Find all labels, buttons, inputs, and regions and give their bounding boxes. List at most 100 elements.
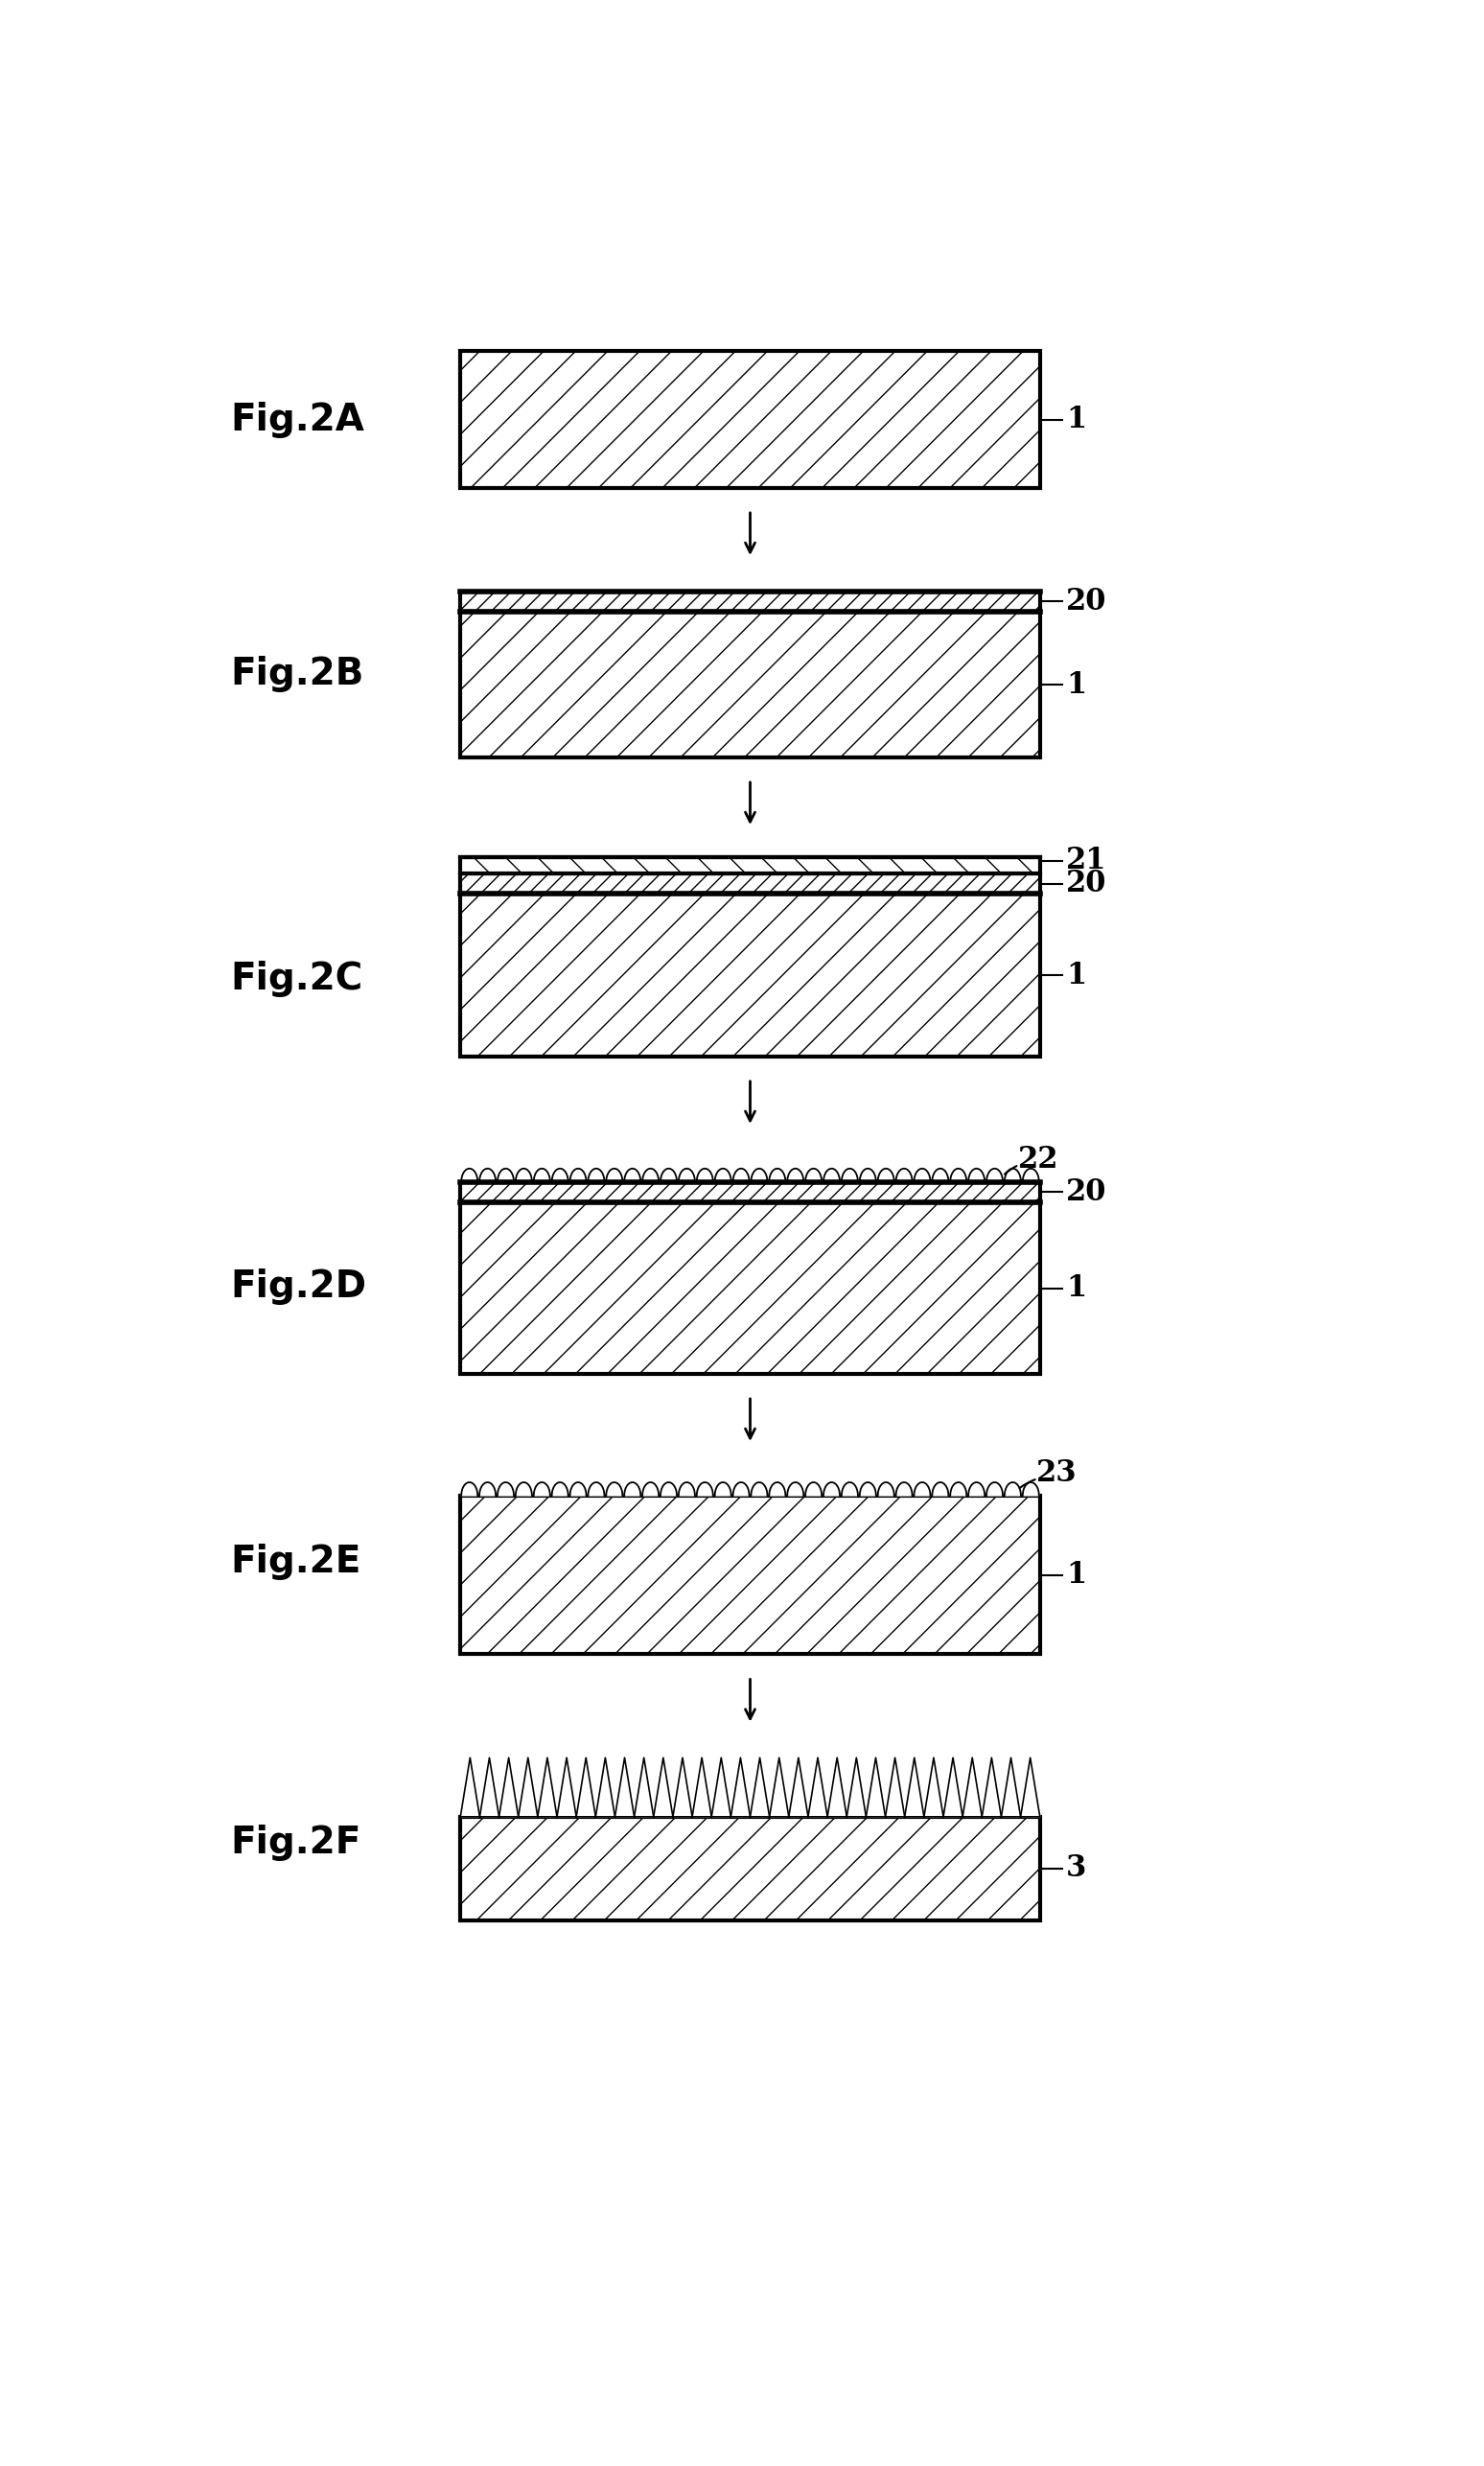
Polygon shape [733,1169,749,1181]
Text: Fig.2E: Fig.2E [230,1544,361,1581]
Polygon shape [497,1169,513,1181]
Polygon shape [987,1482,1003,1494]
Polygon shape [932,1169,948,1181]
Polygon shape [806,1482,822,1494]
Polygon shape [963,1758,982,1817]
Polygon shape [1005,1482,1021,1494]
Polygon shape [534,1169,551,1181]
Polygon shape [479,1758,499,1817]
Polygon shape [534,1482,551,1494]
Polygon shape [789,1758,809,1817]
Polygon shape [751,1482,767,1494]
Polygon shape [905,1758,925,1817]
Polygon shape [806,1169,822,1181]
Polygon shape [515,1482,531,1494]
Polygon shape [678,1482,695,1494]
Polygon shape [749,1758,770,1817]
Text: Fig.2B: Fig.2B [230,656,364,693]
Polygon shape [643,1482,659,1494]
Polygon shape [625,1169,641,1181]
Bar [460,1494,1040,1655]
Polygon shape [497,1482,513,1494]
Polygon shape [982,1758,1002,1817]
Bar [460,1181,1040,1203]
Polygon shape [1022,1482,1039,1494]
Polygon shape [588,1482,604,1494]
Text: 1: 1 [1066,959,1086,989]
Text: 1: 1 [1066,404,1086,434]
Polygon shape [867,1758,886,1817]
Text: 1: 1 [1066,1561,1086,1591]
Polygon shape [847,1758,867,1817]
Polygon shape [879,1482,895,1494]
Text: Fig.2C: Fig.2C [230,962,362,996]
Bar [460,612,1040,757]
Polygon shape [462,1169,478,1181]
Polygon shape [460,1758,479,1817]
Polygon shape [932,1482,948,1494]
Polygon shape [859,1482,876,1494]
Polygon shape [643,1169,659,1181]
Polygon shape [715,1169,732,1181]
Polygon shape [479,1482,496,1494]
Polygon shape [1005,1169,1021,1181]
Polygon shape [614,1758,634,1817]
Bar [460,858,1040,873]
Polygon shape [859,1169,876,1181]
Polygon shape [588,1169,604,1181]
Polygon shape [595,1758,614,1817]
Polygon shape [515,1169,531,1181]
Text: 20: 20 [1066,868,1107,898]
Polygon shape [896,1482,913,1494]
Polygon shape [1022,1169,1039,1181]
Polygon shape [769,1169,785,1181]
Polygon shape [987,1169,1003,1181]
Polygon shape [730,1758,749,1817]
Text: 1: 1 [1066,1272,1086,1302]
Bar [460,873,1040,893]
Polygon shape [828,1758,847,1817]
Polygon shape [1002,1758,1021,1817]
Text: Fig.2F: Fig.2F [230,1825,361,1862]
Polygon shape [462,1482,478,1494]
Polygon shape [556,1758,576,1817]
Polygon shape [692,1758,711,1817]
Polygon shape [788,1169,803,1181]
Polygon shape [788,1482,803,1494]
Polygon shape [950,1169,966,1181]
Polygon shape [660,1482,677,1494]
Text: Fig.2D: Fig.2D [230,1270,367,1305]
Polygon shape [824,1482,840,1494]
Polygon shape [715,1482,732,1494]
Polygon shape [841,1482,858,1494]
Text: 20: 20 [1066,587,1107,616]
Polygon shape [809,1758,828,1817]
Polygon shape [879,1169,895,1181]
Polygon shape [751,1169,767,1181]
Polygon shape [605,1169,622,1181]
Polygon shape [552,1482,568,1494]
Polygon shape [1021,1758,1040,1817]
Polygon shape [769,1482,785,1494]
Text: 22: 22 [1018,1144,1058,1174]
Polygon shape [925,1758,944,1817]
Polygon shape [570,1169,586,1181]
Text: 20: 20 [1066,1176,1107,1206]
Text: 23: 23 [1036,1457,1077,1489]
Polygon shape [634,1758,653,1817]
Text: Fig.2A: Fig.2A [230,402,364,439]
Polygon shape [896,1169,913,1181]
Text: 1: 1 [1066,671,1086,700]
Bar [460,893,1040,1055]
Polygon shape [605,1482,622,1494]
Polygon shape [841,1169,858,1181]
Polygon shape [660,1169,677,1181]
Polygon shape [969,1482,985,1494]
Polygon shape [518,1758,537,1817]
Polygon shape [576,1758,595,1817]
Polygon shape [672,1758,692,1817]
Polygon shape [914,1169,930,1181]
Polygon shape [886,1758,905,1817]
Polygon shape [733,1482,749,1494]
Polygon shape [770,1758,789,1817]
